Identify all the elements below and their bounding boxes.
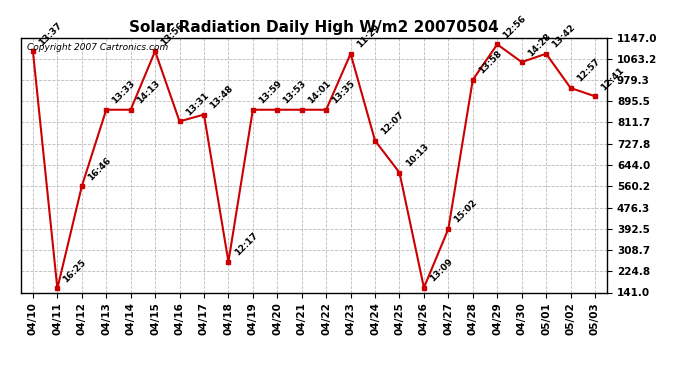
- Text: 12:17: 12:17: [233, 231, 259, 258]
- Text: 13:37: 13:37: [37, 20, 63, 47]
- Text: 12:41: 12:41: [599, 66, 626, 92]
- Text: 14:13: 14:13: [135, 79, 161, 106]
- Text: 16:46: 16:46: [86, 155, 112, 182]
- Text: 14:01: 14:01: [306, 79, 333, 106]
- Text: 16:25: 16:25: [61, 258, 88, 284]
- Text: 13:58: 13:58: [477, 49, 504, 76]
- Text: 11:29: 11:29: [355, 23, 382, 50]
- Text: 13:42: 13:42: [550, 23, 577, 50]
- Text: 12:07: 12:07: [380, 110, 406, 136]
- Text: 13:48: 13:48: [208, 84, 235, 110]
- Text: 12:56: 12:56: [502, 13, 528, 40]
- Text: Copyright 2007 Cartronics.com: Copyright 2007 Cartronics.com: [26, 43, 168, 52]
- Text: 13:31: 13:31: [184, 91, 210, 117]
- Text: 10:13: 10:13: [404, 142, 430, 168]
- Text: 12:57: 12:57: [575, 57, 602, 84]
- Title: Solar Radiation Daily High W/m2 20070504: Solar Radiation Daily High W/m2 20070504: [129, 20, 499, 35]
- Text: 13:56: 13:56: [159, 20, 186, 47]
- Text: 13:35: 13:35: [331, 79, 357, 106]
- Text: 13:53: 13:53: [282, 79, 308, 106]
- Text: 13:09: 13:09: [428, 257, 455, 284]
- Text: 13:33: 13:33: [110, 79, 137, 106]
- Text: 13:59: 13:59: [257, 79, 284, 106]
- Text: 14:28: 14:28: [526, 31, 553, 58]
- Text: 15:02: 15:02: [453, 198, 479, 225]
